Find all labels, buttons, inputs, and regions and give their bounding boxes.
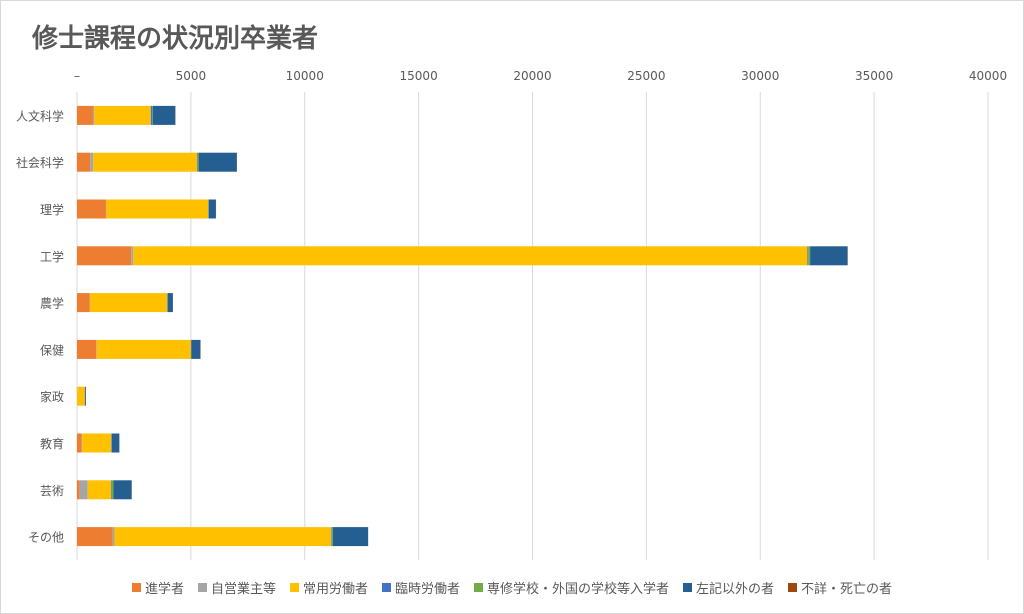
bar-segment: [133, 246, 808, 266]
y-tick-label: その他: [28, 531, 64, 545]
y-tick-label: 社会科学: [16, 155, 64, 170]
bar-segment: [197, 152, 198, 172]
x-tick-label: –: [74, 69, 80, 83]
x-tick-label: 15000: [400, 69, 438, 83]
bar-segment: [84, 386, 86, 406]
bar-segment: [92, 105, 95, 125]
legend-item: 常用労働者: [289, 578, 368, 597]
y-tick-label: 工学: [40, 249, 64, 264]
bar-segment: [808, 246, 811, 266]
legend-swatch: [474, 583, 483, 592]
bar-segment: [77, 339, 97, 359]
bar-segment: [79, 480, 88, 500]
bar-segment: [807, 246, 809, 266]
x-tick-label: 40000: [969, 69, 1007, 83]
x-tick-label: 25000: [627, 69, 665, 83]
bar-segment: [77, 433, 82, 453]
y-tick-label: 人文科学: [16, 108, 64, 123]
bar-segment: [77, 246, 132, 266]
bar-segment: [77, 293, 90, 313]
legend-swatch: [381, 583, 391, 592]
bar-segment: [110, 480, 112, 500]
bar-segment: [113, 480, 132, 500]
legend-item: 不詳・死亡の者: [788, 578, 892, 597]
bar-segment: [197, 152, 199, 172]
bar-segment: [112, 527, 115, 547]
bar-segment: [198, 152, 237, 172]
bar-segment: [94, 105, 151, 125]
legend: 進学者 自営業主等 常用労働者 臨時労働者 専修学校・外国の学校等入学者 左記以外の者 不詳…: [0, 578, 1024, 597]
bar-segment: [90, 152, 94, 172]
y-tick-label: 保健: [40, 343, 64, 357]
x-tick-label: 5000: [176, 69, 207, 83]
bar-segment: [332, 527, 369, 547]
x-tick-label: 35000: [855, 69, 893, 83]
bar-segment: [77, 527, 113, 547]
legend-swatch: [197, 583, 207, 592]
x-tick-label: 30000: [741, 69, 779, 83]
bar-segment: [331, 527, 332, 547]
legend-label: 自営業主等: [210, 582, 276, 597]
legend-swatch: [683, 583, 693, 592]
bar-segment: [93, 152, 198, 172]
legend-label: 臨時労働者: [394, 582, 460, 597]
bar-segment: [152, 105, 176, 125]
y-tick-label: 教育: [40, 436, 64, 451]
legend-label: 不詳・死亡の者: [801, 582, 893, 597]
legend-label: 専修学校・外国の学校等入学者: [487, 582, 670, 597]
legend-swatch: [131, 583, 141, 592]
bar-segment: [191, 339, 201, 359]
bar-segment: [167, 293, 173, 313]
legend-label: 常用労働者: [302, 582, 368, 597]
x-tick-label: 20000: [513, 69, 551, 83]
bar-segment: [87, 480, 111, 500]
bar-segment: [77, 480, 80, 500]
bar-segment: [96, 339, 191, 359]
bar-segment: [77, 199, 106, 219]
y-tick-label: 農学: [40, 296, 64, 311]
chart-title: 修士課程の状況別卒業者: [32, 24, 319, 54]
bar-segment: [150, 105, 153, 125]
legend-label: 進学者: [144, 582, 184, 597]
legend-swatch: [788, 583, 798, 592]
bar-segment: [82, 433, 112, 453]
bar-segment: [208, 199, 216, 219]
legend-item: 左記以外の者: [683, 578, 774, 597]
bar-segment: [77, 386, 85, 406]
y-tick-label: 家政: [40, 389, 64, 404]
legend-label: 左記以外の者: [696, 582, 775, 597]
bar-segment: [106, 199, 209, 219]
legend-item: 臨時労働者: [381, 578, 460, 597]
bar-segment: [111, 480, 114, 500]
bar-segment: [131, 246, 134, 266]
bar-segment: [114, 527, 332, 547]
y-tick-label: 芸術: [40, 484, 64, 498]
y-tick-label: 理学: [40, 202, 64, 217]
legend-item: 専修学校・外国の学校等入学者: [474, 578, 669, 597]
bar-segment: [77, 105, 93, 125]
bar-segment: [89, 293, 168, 313]
x-tick-label: 10000: [286, 69, 324, 83]
bar-segment: [331, 527, 333, 547]
bar-segment: [77, 152, 91, 172]
bar-segment: [810, 246, 848, 266]
legend-swatch: [289, 583, 299, 592]
bar-segment: [111, 433, 120, 453]
legend-item: 自営業主等: [197, 578, 276, 597]
legend-item: 進学者: [131, 578, 184, 597]
